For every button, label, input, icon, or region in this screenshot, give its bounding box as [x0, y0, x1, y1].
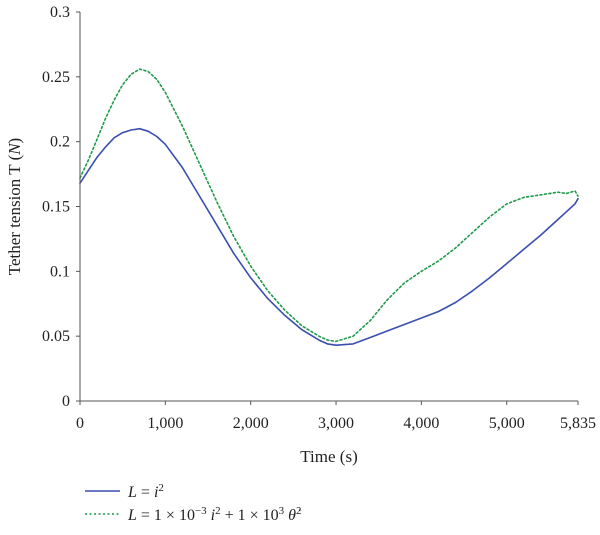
y-tick-label: 0.25	[42, 69, 70, 86]
x-tick-label: 1,000	[147, 415, 183, 432]
legend: L = i2 L = 1 × 10−3 i2 + 1 × 103 θ̇2	[85, 482, 302, 524]
series-line-1	[79, 127, 579, 347]
x-tick-label: 3,000	[318, 415, 354, 432]
y-axis-title: Tether tension T (N)	[5, 138, 24, 275]
legend-label-series-1: L = i2	[127, 482, 164, 501]
x-axis-title: Time (s)	[300, 447, 357, 466]
legend-label-series-2: L = 1 × 10−3 i2 + 1 × 103 θ̇2	[127, 505, 302, 524]
y-tick-label: 0.2	[50, 134, 70, 151]
x-tick-label: 2,000	[233, 415, 269, 432]
y-tick-label: 0.05	[42, 328, 70, 345]
y-tick-label: 0.15	[42, 199, 70, 216]
y-tick-label: 0.3	[50, 4, 70, 21]
x-tick-label: 0	[76, 415, 84, 432]
x-tick-label: 5,000	[489, 415, 525, 432]
x-tick-label: 4,000	[403, 415, 439, 432]
y-tick-label: 0.1	[50, 263, 70, 280]
y-tick-label: 0	[62, 393, 70, 410]
series-line-2	[79, 68, 579, 343]
x-tick-label: 5,835	[560, 415, 596, 432]
